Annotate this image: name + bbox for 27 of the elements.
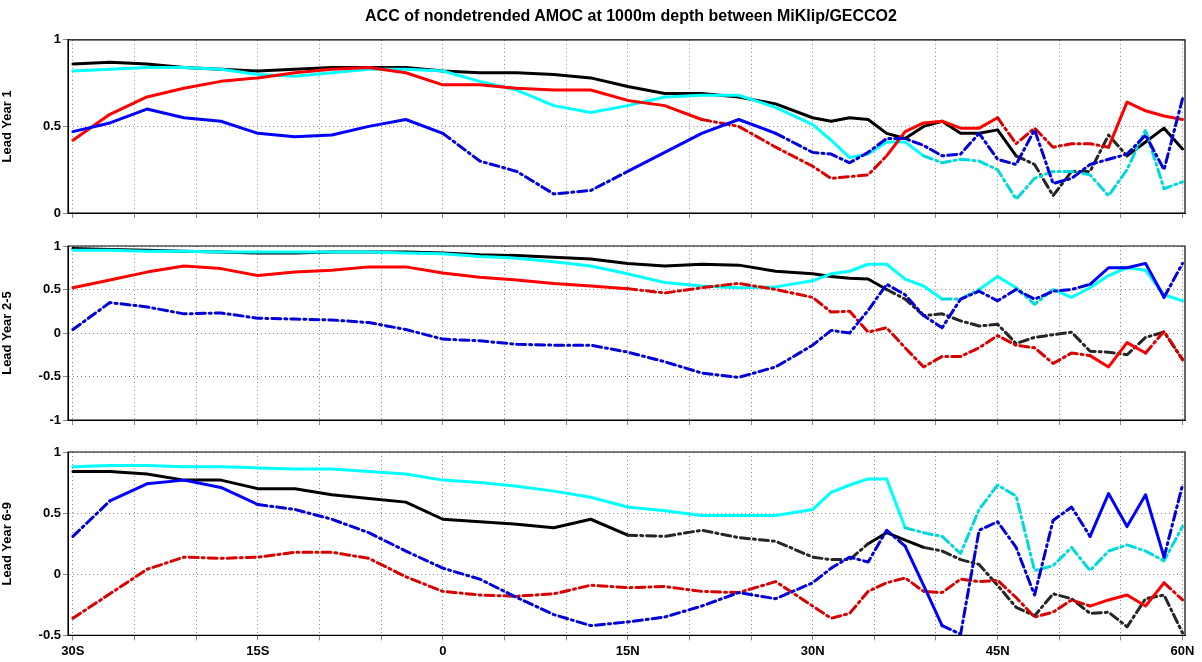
x-tick-label: 15N	[615, 642, 640, 658]
y-tick-label: 0	[53, 565, 61, 581]
y-tick-label: 1	[53, 31, 61, 47]
line-series	[922, 128, 1185, 201]
x-tick-label: 15S	[246, 642, 270, 658]
y-tick-label: 1	[53, 443, 61, 459]
y-tick-label: 0.5	[42, 117, 61, 133]
y-tick-label: 1	[53, 237, 61, 253]
x-tick-label: 0	[439, 642, 447, 658]
y-tick-label: 0	[53, 204, 61, 220]
x-tick-label: 30S	[61, 642, 85, 658]
y-tick-label: -0.5	[38, 626, 61, 642]
x-tick-label: 30N	[800, 642, 825, 658]
x-tick-label: 60N	[1170, 642, 1195, 658]
y-tick-label: -1	[49, 411, 61, 427]
y-tick-label: 0.5	[42, 281, 61, 297]
chart-title: ACC of nondetrended AMOC at 1000m depth between MiKlip/GECCO2	[364, 6, 898, 26]
line-series	[903, 483, 1185, 573]
y-axis-title: Lead Year 1	[0, 90, 15, 163]
line-series	[1014, 133, 1129, 198]
y-tick-label: 0	[53, 324, 61, 340]
y-axis-title: Lead Year 2-5	[0, 291, 15, 375]
y-axis-title: Lead Year 6-9	[0, 501, 15, 586]
line-series	[885, 288, 1185, 361]
y-tick-label: 0.5	[42, 504, 61, 520]
x-tick-label: 45N	[985, 642, 1010, 658]
y-tick-label: -0.5	[38, 368, 61, 384]
